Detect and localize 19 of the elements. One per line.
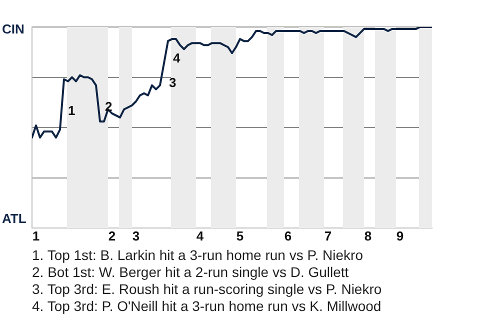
annotation: 1 [68,103,76,118]
text: 3. Top 3rd: E. Roush hit a run-scoring single vs P. Niekro [32,281,382,298]
annotation: 4 [173,50,181,66]
x-tick-label: 9 [396,228,404,244]
text: 2. Bot 1st: W. Berger hit a 2-run single vs D. Gullett [32,264,350,281]
x-tick-label: 8 [364,228,372,244]
text: ATL [2,211,26,226]
annotation: 2 [105,98,112,114]
text: 4. Top 3rd: P. O'Neill hit a 3-run home run vs K. Millwood [32,298,382,315]
x-tick-label: 6 [284,228,292,244]
x-tick-label: 5 [236,228,244,244]
annotation: 3 [169,74,176,90]
x-tick-label: 7 [324,228,332,244]
x-tick-label: 1 [32,228,40,244]
x-tick-label: 2 [108,228,116,244]
x-tick-label: 3 [132,228,140,244]
x-tick-label: 4 [196,228,204,244]
text: CIN [2,22,24,37]
text: 1. Top 1st: B. Larkin hit a 3-run home run vs P. Niekro [32,247,364,264]
